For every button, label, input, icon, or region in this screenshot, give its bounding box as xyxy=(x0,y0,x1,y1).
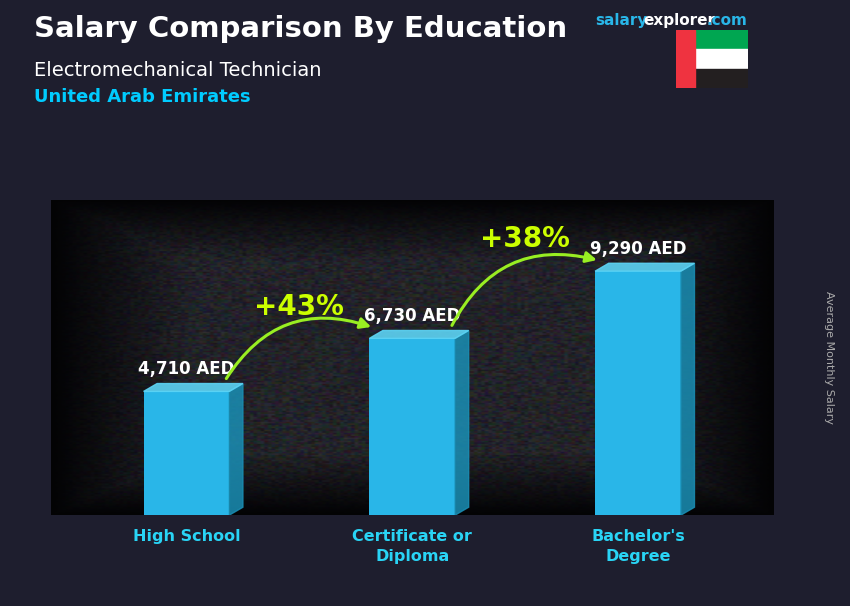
Text: 9,290 AED: 9,290 AED xyxy=(590,240,686,258)
Text: +38%: +38% xyxy=(480,225,570,253)
Polygon shape xyxy=(595,263,694,271)
Polygon shape xyxy=(370,330,468,338)
Text: explorer: explorer xyxy=(643,13,716,28)
Text: United Arab Emirates: United Arab Emirates xyxy=(34,88,251,106)
Bar xyxy=(676,68,748,88)
Text: 4,710 AED: 4,710 AED xyxy=(139,361,235,378)
Polygon shape xyxy=(144,384,243,391)
Text: Salary Comparison By Education: Salary Comparison By Education xyxy=(34,15,567,43)
Text: Average Monthly Salary: Average Monthly Salary xyxy=(824,291,834,424)
Polygon shape xyxy=(681,263,694,515)
FancyBboxPatch shape xyxy=(595,271,681,515)
Polygon shape xyxy=(455,330,468,515)
Bar xyxy=(676,30,748,50)
Bar xyxy=(676,50,748,68)
Text: salary: salary xyxy=(595,13,648,28)
Text: Electromechanical Technician: Electromechanical Technician xyxy=(34,61,321,79)
Polygon shape xyxy=(230,384,243,515)
Bar xyxy=(676,30,695,88)
FancyBboxPatch shape xyxy=(144,391,230,515)
Text: +43%: +43% xyxy=(254,293,344,321)
Text: .com: .com xyxy=(706,13,747,28)
FancyBboxPatch shape xyxy=(370,338,455,515)
Text: 6,730 AED: 6,730 AED xyxy=(364,307,461,325)
